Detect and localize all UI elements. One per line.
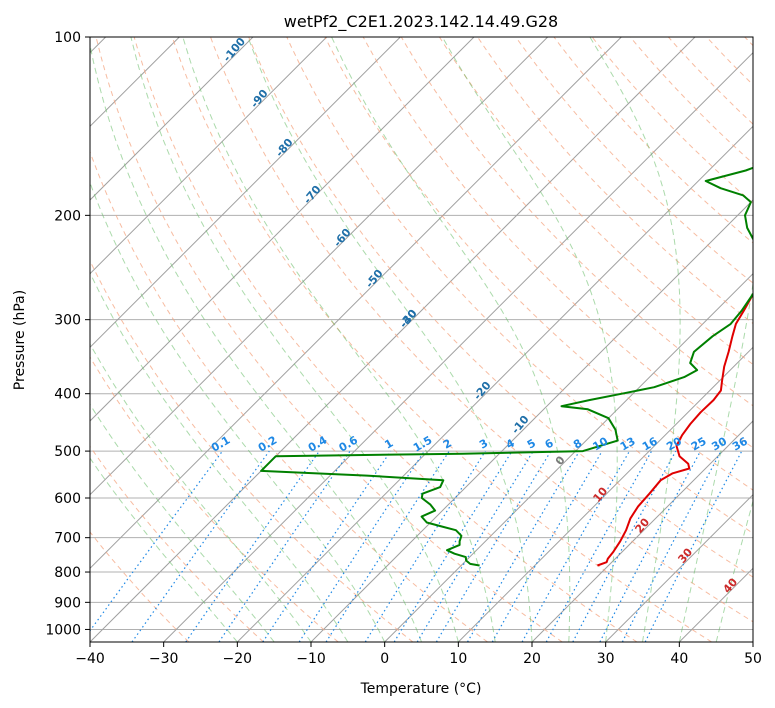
- dry-adiabat-line: [90, 259, 414, 642]
- plot-background: [90, 37, 753, 642]
- isotherm-line: [457, 346, 753, 642]
- x-tick-label: 40: [670, 651, 688, 667]
- dry-adiabat-line: [591, 37, 753, 204]
- temperature-profile-line: [597, 292, 753, 567]
- moist-adiabat-line: [90, 403, 275, 642]
- isotherm-line: [752, 641, 753, 642]
- isotherm-line: [90, 37, 401, 349]
- isotherm-line: [605, 493, 753, 642]
- isotherm-line: [236, 125, 753, 642]
- isotherm-line: [163, 51, 753, 642]
- moist-adiabat-line: [589, 37, 681, 642]
- x-axis-title: Temperature (°C): [360, 681, 482, 697]
- x-tick-label: 0: [380, 651, 389, 667]
- y-tick-label: 500: [54, 444, 81, 460]
- dry-adiabat-line: [90, 356, 339, 642]
- dry-adiabat-line: [438, 37, 753, 366]
- moist-adiabat-line: [715, 499, 753, 642]
- y-tick-label: 600: [54, 491, 81, 507]
- dry-adiabat-line: [286, 37, 753, 534]
- y-tick-label: 100: [54, 30, 81, 46]
- moist-adiabat-line: [441, 37, 618, 642]
- x-tick-label: −40: [75, 651, 105, 667]
- thermodynamic-lines: [90, 37, 753, 642]
- mixing-ratio-line: [131, 450, 270, 642]
- y-axis-title: Pressure (hPa): [12, 290, 28, 390]
- dry-adiabat-line: [553, 37, 753, 244]
- mixing-ratio-line: [416, 450, 534, 642]
- isotherm-line: [90, 37, 328, 275]
- x-tick-label: 10: [449, 651, 467, 667]
- profile-series: [260, 166, 753, 567]
- mixing-ratio-line: [325, 450, 450, 642]
- y-tick-label: 300: [54, 313, 81, 329]
- y-tick-label: 400: [54, 387, 81, 403]
- mixing-ratio-line: [435, 450, 552, 642]
- dry-adiabat-line: [477, 37, 753, 325]
- mixing-ratio-line: [218, 450, 351, 642]
- mixing-ratio-line: [185, 450, 320, 642]
- moist-adiabat-line: [90, 457, 238, 642]
- mixing-ratio-line: [364, 450, 486, 642]
- moist-adiabat-line: [90, 42, 422, 642]
- mixing-ratio-line: [393, 450, 513, 642]
- mixing-ratio-line: [466, 450, 580, 642]
- isotherm-line: [90, 37, 475, 422]
- plot-frame: [89, 36, 754, 643]
- moist-adiabat-line: [678, 280, 753, 642]
- isotherm-line: [90, 37, 622, 570]
- mixing-ratio-line: [599, 450, 702, 642]
- isotherm-line: [90, 37, 254, 201]
- moist-adiabat-line: [90, 181, 386, 642]
- x-axis: −40 −30 −20 −10 0 10 20 30 40 50: [75, 642, 762, 667]
- y-tick-label: 1000: [45, 622, 81, 638]
- dry-adiabat-line: [90, 531, 190, 642]
- y-tick-label: 900: [54, 595, 81, 611]
- mixing-ratio-line: [298, 450, 425, 642]
- dry-adiabat-line: [248, 37, 753, 578]
- y-tick-label: 800: [54, 565, 81, 581]
- moist-adiabat-line: [247, 37, 533, 642]
- y-tick-label: 700: [54, 531, 81, 547]
- x-tick-label: −30: [149, 651, 179, 667]
- isotherm-line: [384, 272, 753, 642]
- moist-adiabat-line: [90, 271, 349, 642]
- x-tick-label: −10: [296, 651, 326, 667]
- dry-adiabat-line: [515, 37, 753, 284]
- moist-adiabat-line: [130, 37, 459, 642]
- x-tick-label: 20: [523, 651, 541, 667]
- y-tick-label: 200: [54, 208, 81, 224]
- moist-adiabat-line: [182, 37, 496, 642]
- dry-adiabat-line: [629, 37, 753, 165]
- mixing-ratio-line: [262, 450, 392, 642]
- moist-adiabat-line: [331, 37, 571, 642]
- dewpoint-profile-line: [260, 166, 753, 567]
- x-tick-label: 30: [597, 651, 615, 667]
- chart-title: wetPf2_C2E1.2023.142.14.49.G28: [284, 12, 558, 32]
- y-axis: 100 200 300 400 500 600 700 800 900 1000: [45, 30, 90, 638]
- mixing-ratio-line: [572, 450, 677, 642]
- dry-adiabat-line: [210, 37, 753, 623]
- dry-adiabat-line: [171, 37, 712, 642]
- dry-adiabat-line: [90, 150, 488, 642]
- x-tick-label: 50: [744, 651, 762, 667]
- x-tick-label: −20: [223, 651, 253, 667]
- isotherm-line: [90, 37, 549, 496]
- isotherm-line: [531, 420, 753, 642]
- moist-adiabat-line: [90, 343, 312, 642]
